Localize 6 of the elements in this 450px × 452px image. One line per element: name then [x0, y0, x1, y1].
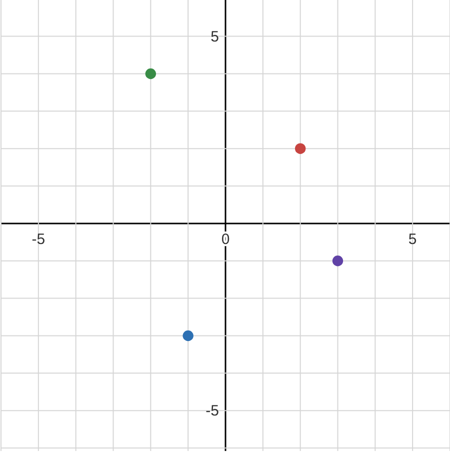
point: [145, 68, 156, 80]
point: [332, 256, 344, 266]
x-tick-label: 5: [408, 230, 417, 248]
point: [182, 330, 194, 342]
x-tick-label: -5: [32, 230, 46, 248]
point: [294, 143, 306, 154]
